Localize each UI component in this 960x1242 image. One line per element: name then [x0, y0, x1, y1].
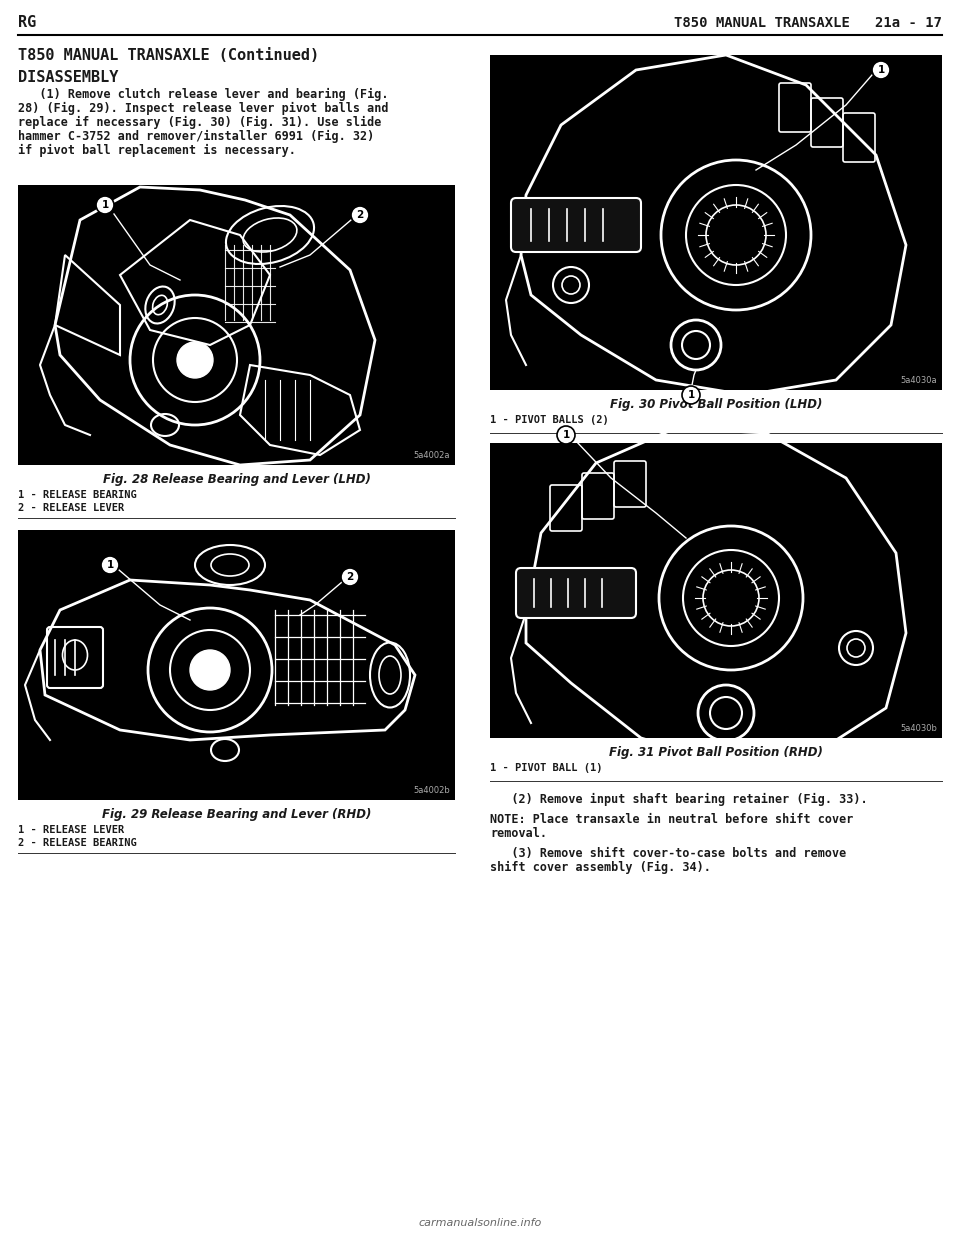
Text: replace if necessary (Fig. 30) (Fig. 31). Use slide: replace if necessary (Fig. 30) (Fig. 31)… — [18, 116, 381, 129]
Text: 1: 1 — [687, 390, 695, 400]
Text: 2: 2 — [356, 210, 364, 220]
Text: 5a4030a: 5a4030a — [900, 376, 937, 385]
Text: 1 - PIVOT BALLS (2): 1 - PIVOT BALLS (2) — [490, 415, 609, 425]
Circle shape — [96, 196, 114, 214]
Text: (3) Remove shift cover-to-case bolts and remove: (3) Remove shift cover-to-case bolts and… — [490, 847, 847, 859]
Text: 2 - RELEASE BEARING: 2 - RELEASE BEARING — [18, 838, 136, 848]
FancyBboxPatch shape — [18, 530, 455, 800]
Circle shape — [341, 568, 359, 586]
Text: 1: 1 — [877, 65, 884, 75]
Circle shape — [351, 206, 369, 224]
Circle shape — [101, 556, 119, 574]
Text: T850 MANUAL TRANSAXLE (Continued): T850 MANUAL TRANSAXLE (Continued) — [18, 48, 319, 63]
FancyBboxPatch shape — [18, 185, 455, 465]
Text: (1) Remove clutch release lever and bearing (Fig.: (1) Remove clutch release lever and bear… — [18, 88, 389, 101]
Circle shape — [177, 342, 213, 378]
Text: 1 - RELEASE BEARING: 1 - RELEASE BEARING — [18, 491, 136, 501]
Text: (2) Remove input shaft bearing retainer (Fig. 33).: (2) Remove input shaft bearing retainer … — [490, 792, 868, 806]
Text: RG: RG — [18, 15, 36, 30]
Circle shape — [872, 61, 890, 79]
Text: carmanualsonline.info: carmanualsonline.info — [419, 1218, 541, 1228]
Text: 1: 1 — [102, 200, 108, 210]
FancyBboxPatch shape — [490, 55, 942, 390]
Text: if pivot ball replacement is necessary.: if pivot ball replacement is necessary. — [18, 144, 296, 156]
FancyBboxPatch shape — [516, 568, 636, 619]
Text: 5a4002a: 5a4002a — [414, 451, 450, 460]
Text: Fig. 30 Pivot Ball Position (LHD): Fig. 30 Pivot Ball Position (LHD) — [610, 397, 822, 411]
Text: 2 - RELEASE LEVER: 2 - RELEASE LEVER — [18, 503, 124, 513]
Circle shape — [557, 426, 575, 443]
Text: NOTE: Place transaxle in neutral before shift cover: NOTE: Place transaxle in neutral before … — [490, 814, 853, 826]
Text: 1 - RELEASE LEVER: 1 - RELEASE LEVER — [18, 825, 124, 835]
Text: 2: 2 — [347, 573, 353, 582]
Text: shift cover assembly (Fig. 34).: shift cover assembly (Fig. 34). — [490, 861, 710, 874]
Circle shape — [682, 386, 700, 404]
Text: Fig. 31 Pivot Ball Position (RHD): Fig. 31 Pivot Ball Position (RHD) — [609, 746, 823, 759]
Text: T850 MANUAL TRANSAXLE   21a - 17: T850 MANUAL TRANSAXLE 21a - 17 — [674, 16, 942, 30]
Text: 5a4002b: 5a4002b — [413, 786, 450, 795]
Text: hammer C-3752 and remover/installer 6991 (Fig. 32): hammer C-3752 and remover/installer 6991… — [18, 130, 374, 143]
Text: Fig. 29 Release Bearing and Lever (RHD): Fig. 29 Release Bearing and Lever (RHD) — [102, 809, 372, 821]
Text: removal.: removal. — [490, 827, 547, 840]
FancyBboxPatch shape — [511, 197, 641, 252]
Text: 1: 1 — [563, 430, 569, 440]
Text: Fig. 28 Release Bearing and Lever (LHD): Fig. 28 Release Bearing and Lever (LHD) — [103, 473, 371, 486]
Text: 1: 1 — [107, 560, 113, 570]
Circle shape — [190, 650, 230, 691]
Text: 1 - PIVOT BALL (1): 1 - PIVOT BALL (1) — [490, 763, 603, 773]
FancyBboxPatch shape — [490, 443, 942, 738]
Text: 28) (Fig. 29). Inspect release lever pivot balls and: 28) (Fig. 29). Inspect release lever piv… — [18, 102, 389, 116]
Text: DISASSEMBLY: DISASSEMBLY — [18, 70, 118, 84]
Text: 5a4030b: 5a4030b — [900, 724, 937, 733]
